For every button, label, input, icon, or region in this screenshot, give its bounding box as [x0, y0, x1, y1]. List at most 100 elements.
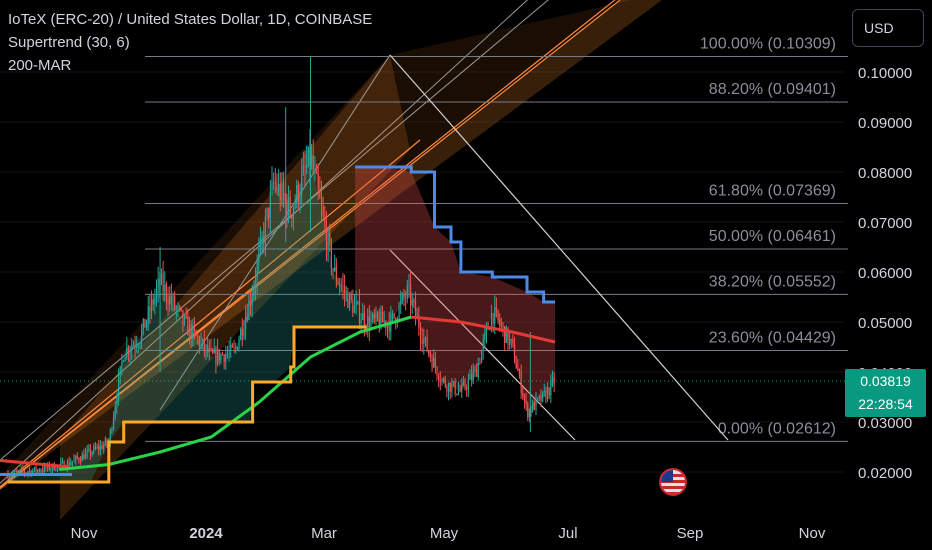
candle-body: [142, 318, 144, 331]
supertrend-legend[interactable]: Supertrend (30, 6): [8, 34, 130, 51]
last-price-label: 0.03819 22:28:54: [845, 369, 926, 417]
candle-body: [317, 173, 319, 189]
candle-body: [124, 357, 126, 362]
candle-body: [434, 357, 436, 368]
candle-body: [436, 367, 438, 376]
candle-body: [154, 296, 156, 305]
y-axis[interactable]: 0.10000 0.09000 0.08000 0.07000 0.06000 0.050…: [858, 65, 912, 482]
candle-body: [164, 284, 166, 291]
candle-body: [362, 312, 364, 320]
candle-body: [367, 316, 369, 330]
candle-body: [93, 446, 95, 453]
candle-body: [424, 337, 427, 339]
candle-body: [307, 146, 309, 166]
candle-body: [406, 285, 408, 299]
candle-body: [482, 340, 484, 351]
y-tick-label: 0.03000: [858, 415, 912, 432]
candle-body: [525, 400, 527, 404]
candle-body: [291, 215, 293, 219]
ma-legend[interactable]: 200-MAR: [8, 57, 72, 74]
candle-body: [248, 300, 250, 320]
symbol-title[interactable]: IoTeX (ERC-20) / United States Dollar, 1…: [8, 11, 373, 28]
candle-body: [116, 399, 118, 407]
candle-body: [240, 328, 242, 340]
candle-body: [550, 380, 552, 396]
candle-body: [545, 391, 547, 400]
candle-body: [146, 321, 148, 328]
candle-body: [546, 387, 549, 400]
candle-body: [513, 343, 516, 363]
candle-body: [518, 370, 521, 373]
candle-body: [490, 313, 493, 330]
fib-label: 61.80% (0.07369): [709, 183, 836, 200]
candle-body: [48, 464, 50, 470]
candle-body: [500, 325, 502, 327]
candle-body: [162, 273, 164, 291]
candle-body: [28, 470, 31, 472]
candle-body: [175, 308, 177, 310]
candle-body: [363, 312, 365, 328]
candle-body: [101, 445, 103, 449]
candle-body: [309, 146, 311, 165]
currency-button[interactable]: USD: [852, 9, 924, 47]
candle-body: [368, 316, 370, 329]
candle-body: [273, 181, 275, 183]
candle-body: [510, 339, 512, 341]
candle-body: [375, 312, 377, 319]
candle-body: [117, 376, 120, 400]
candle-body: [231, 344, 233, 348]
candle-body: [418, 315, 420, 329]
candle-body: [327, 232, 329, 250]
supertrend-fill: [8, 158, 556, 482]
candle-body: [454, 381, 456, 394]
candle-body: [258, 250, 260, 263]
candle-body: [103, 444, 105, 449]
candle-body: [276, 182, 278, 191]
candle-body: [464, 382, 466, 389]
gann-band: [60, 55, 410, 520]
chart-legend: IoTeX (ERC-20) / United States Dollar, 1…: [8, 8, 372, 77]
candle-body: [466, 388, 468, 390]
candle-body: [75, 455, 77, 460]
candle-body: [517, 368, 519, 371]
x-tick-label: Sep: [677, 525, 704, 542]
candle-body: [428, 351, 430, 354]
candle-body: [426, 337, 428, 352]
candle-body: [439, 380, 441, 382]
candle-body: [129, 350, 131, 355]
channel-line: [389, 249, 576, 441]
candle-body: [335, 267, 337, 282]
candle-body: [88, 448, 90, 451]
candle-body: [497, 310, 499, 320]
candle-body: [225, 354, 227, 363]
candle-body: [348, 293, 351, 308]
candle-body: [398, 305, 400, 320]
candle-body: [480, 350, 483, 364]
candle-body: [221, 353, 224, 355]
candle-body: [332, 268, 334, 271]
candle-body: [378, 318, 380, 329]
candle-body: [532, 402, 534, 412]
candle-body: [284, 196, 286, 200]
candle-body: [126, 347, 128, 358]
candle-body: [467, 379, 469, 390]
candle-body: [429, 353, 431, 359]
candle-body: [408, 284, 410, 286]
candle-body: [271, 181, 273, 192]
candle-body: [330, 241, 332, 269]
candle-body: [479, 362, 481, 364]
candle-body: [472, 371, 474, 381]
candle-body: [347, 291, 349, 308]
candle-body: [287, 197, 290, 217]
candle-body: [98, 446, 100, 450]
candle-body: [433, 357, 435, 368]
x-tick-label: Jul: [558, 525, 577, 542]
candle-body: [245, 316, 247, 330]
x-axis[interactable]: Nov 2024 Mar May Jul Sep Nov: [71, 525, 826, 542]
candle-body: [537, 397, 539, 399]
candle-body: [360, 319, 362, 323]
us-flag-icon[interactable]: [659, 468, 687, 496]
candle-body: [144, 318, 146, 328]
x-tick-label: Nov: [799, 525, 826, 542]
